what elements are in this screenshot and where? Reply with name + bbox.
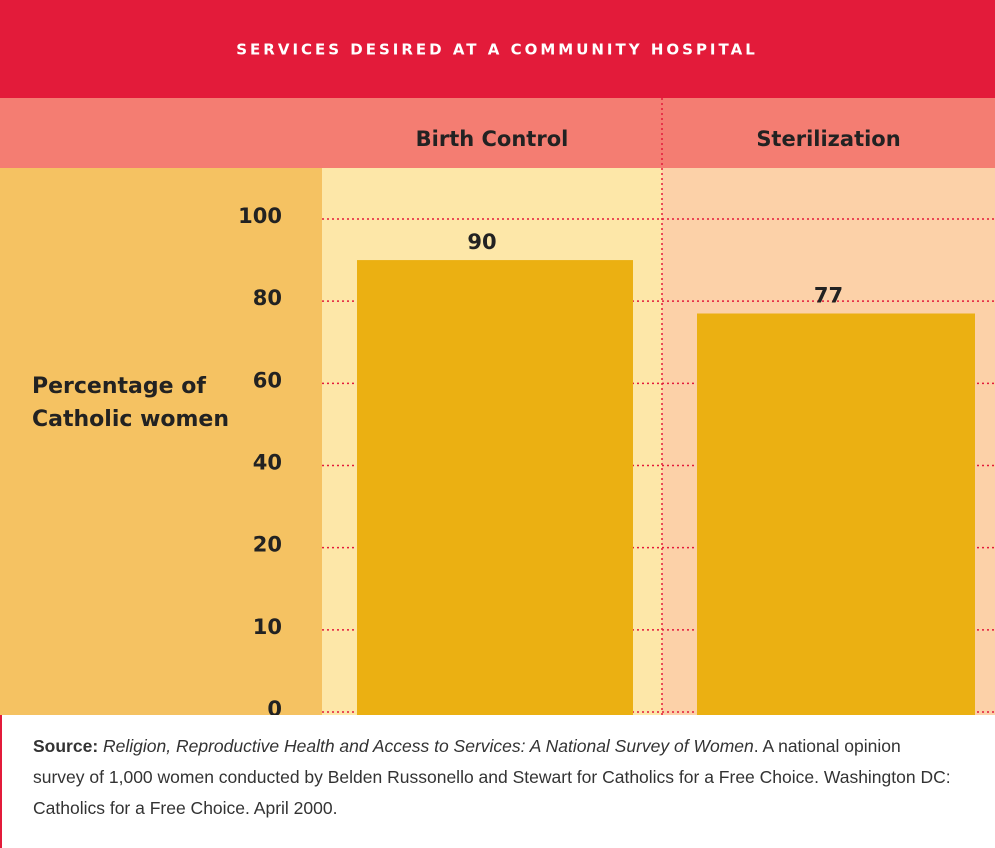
y-tick-label: 60 [253,368,282,392]
bar [357,260,633,715]
y-axis-label: Percentage of Catholic women [32,374,230,432]
chart: SERVICES DESIRED AT A COMMUNITY HOSPITAL… [0,0,995,715]
source-text: . A national opinion survey of 1,000 wom… [33,736,951,818]
source-title: Religion, Reproductive Health and Access… [103,736,754,756]
x-tick-label: Birth Control [416,127,569,151]
y-tick-label: 100 [238,204,282,228]
source-label: Source: [33,736,99,756]
value-label: 77 [814,283,843,307]
source-note: Source: Religion, Reproductive Health an… [0,715,995,848]
chart-title: SERVICES DESIRED AT A COMMUNITY HOSPITAL [236,41,758,59]
y-tick-label: 40 [253,451,282,475]
value-label: 90 [467,230,496,254]
x-tick-label: Sterilization [756,127,900,151]
y-tick-label: 80 [253,286,282,310]
category-band [0,98,995,168]
y-tick-label: 20 [253,533,282,557]
axis-panel [0,168,322,715]
y-tick-label: 0 [267,697,282,715]
header-band [0,0,995,98]
bar [697,313,975,715]
y-tick-label: 10 [253,615,282,639]
